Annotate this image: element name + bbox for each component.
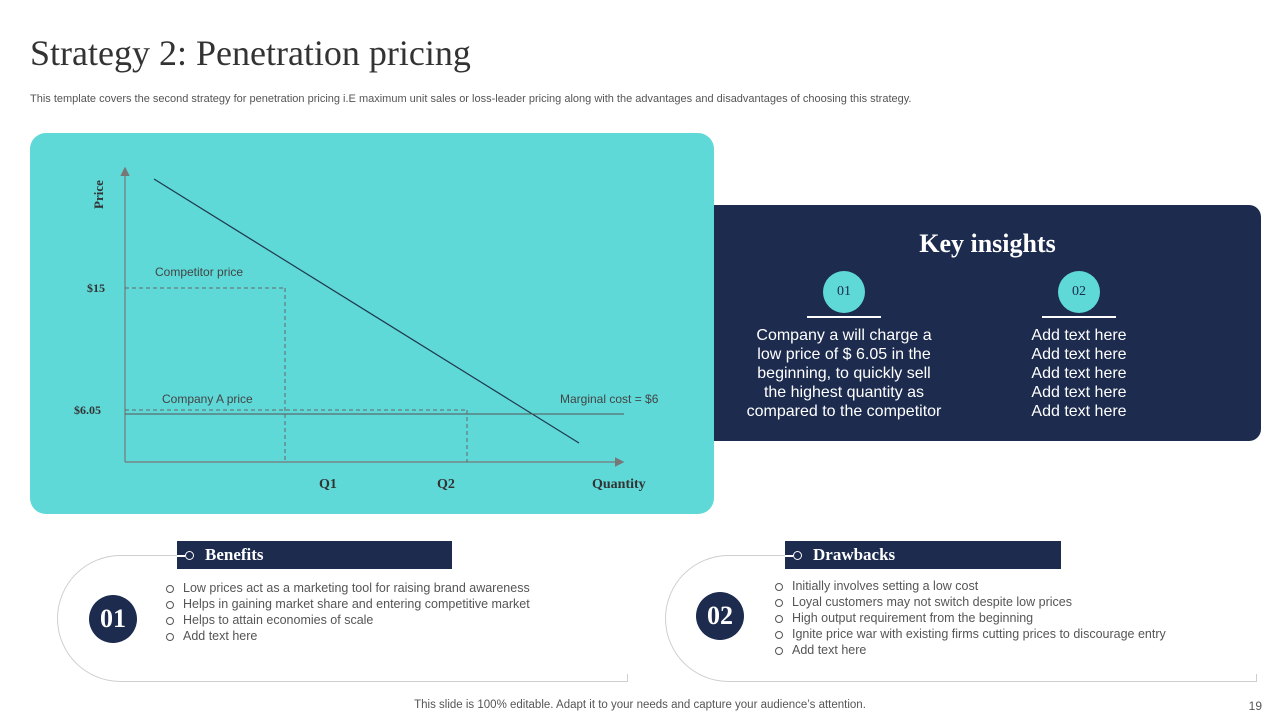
- drawbacks-list: Initially involves setting a low cost Lo…: [773, 578, 1166, 658]
- benefits-baseline: [126, 681, 628, 682]
- list-item: High output requirement from the beginni…: [773, 610, 1166, 626]
- benefits-list: Low prices act as a marketing tool for r…: [164, 580, 530, 644]
- chart-panel: Price $15 $6.05 Competitor price Company…: [30, 133, 714, 514]
- insight-1-line: low price of $ 6.05 in the: [757, 346, 931, 363]
- page-subtitle: This template covers the second strategy…: [30, 93, 912, 105]
- list-item: Add text here: [164, 628, 530, 644]
- list-item: Loyal customers may not switch despite l…: [773, 594, 1166, 610]
- drawbacks-number: 02: [696, 592, 744, 640]
- insight-text-1: Company a will charge a low price of $ 6…: [744, 326, 944, 421]
- drawbacks-baseline: [734, 681, 1257, 682]
- benefits-baseline-tick: [627, 674, 628, 682]
- label-connector: [785, 555, 793, 557]
- price-low-label: $6.05: [74, 403, 101, 417]
- list-item: Add text here: [773, 642, 1166, 658]
- page-number: 19: [1248, 699, 1262, 713]
- x-axis-label: Quantity: [592, 477, 646, 492]
- marginal-cost-label: Marginal cost = $6: [560, 392, 659, 406]
- list-item: Helps in gaining market share and enteri…: [164, 596, 530, 612]
- insight-1-line: compared to the competitor: [746, 403, 942, 420]
- insight-2-line: Add text here: [1031, 327, 1127, 344]
- benefits-title: Benefits: [205, 545, 264, 564]
- label-dot-icon: [793, 551, 802, 560]
- footer-note: This slide is 100% editable. Adapt it to…: [414, 699, 866, 711]
- insight-2-line: Add text here: [1031, 384, 1127, 401]
- label-dot-icon: [185, 551, 194, 560]
- insight-divider-1: [807, 316, 881, 318]
- demand-line: [153, 178, 580, 444]
- competitor-price-label: Competitor price: [155, 265, 243, 279]
- insight-divider-2: [1042, 316, 1116, 318]
- benefits-number: 01: [89, 595, 137, 643]
- insight-1-line: Company a will charge a: [756, 327, 932, 344]
- insight-2-line: Add text here: [1031, 403, 1127, 420]
- insight-2-line: Add text here: [1031, 346, 1127, 363]
- list-item: Ignite price war with existing firms cut…: [773, 626, 1166, 642]
- label-connector: [177, 555, 185, 557]
- insight-2-line: Add text here: [1031, 365, 1127, 382]
- pricing-chart: Price $15 $6.05 Competitor price Company…: [74, 166, 659, 492]
- list-item: Initially involves setting a low cost: [773, 578, 1166, 594]
- list-item: Low prices act as a marketing tool for r…: [164, 580, 530, 596]
- insight-number-2: 02: [1058, 271, 1100, 313]
- insight-text-2: Add text here Add text here Add text her…: [994, 326, 1164, 421]
- drawbacks-label: Drawbacks: [785, 541, 1061, 569]
- benefits-label: Benefits: [177, 541, 452, 569]
- key-insights-panel: Key insights 01 Company a will charge a …: [714, 205, 1261, 441]
- price-high-label: $15: [87, 281, 105, 295]
- q2-label: Q2: [437, 477, 455, 492]
- insight-number-1: 01: [823, 271, 865, 313]
- page-title: Strategy 2: Penetration pricing: [30, 33, 471, 73]
- insights-heading: Key insights: [919, 229, 1056, 258]
- insight-1-line: the highest quantity as: [763, 384, 925, 401]
- list-item: Helps to attain economies of scale: [164, 612, 530, 628]
- company-price-label: Company A price: [162, 392, 253, 406]
- drawbacks-baseline-tick: [1256, 674, 1257, 682]
- q1-label: Q1: [319, 477, 337, 492]
- y-axis-label: Price: [91, 180, 106, 209]
- insight-1-line: beginning, to quickly sell: [757, 365, 931, 382]
- drawbacks-title: Drawbacks: [813, 545, 896, 564]
